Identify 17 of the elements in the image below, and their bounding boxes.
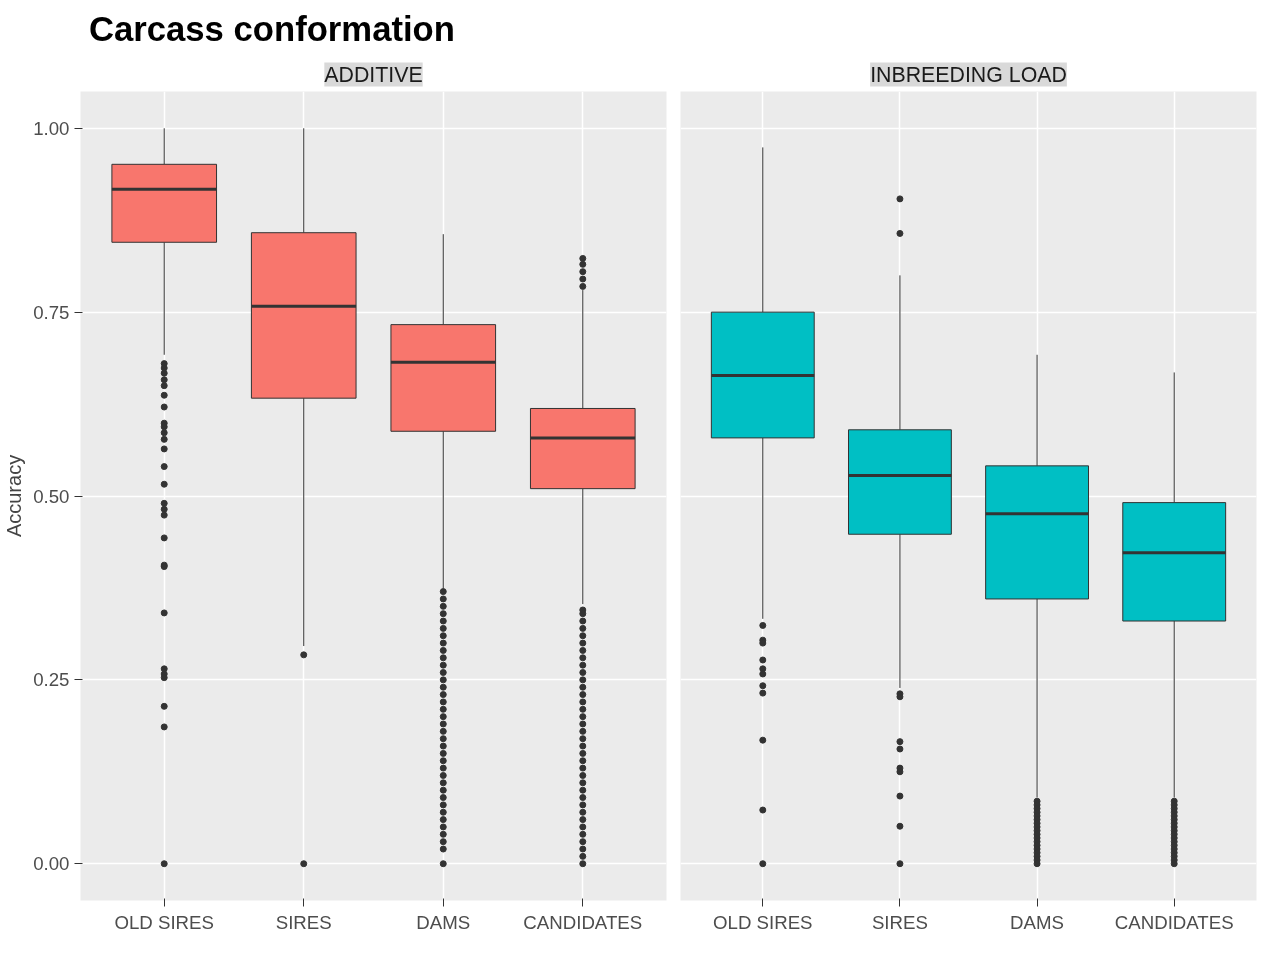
x-tick-label: OLD SIRES	[114, 911, 214, 933]
chart-subtitle: INBREEDING LOAD	[870, 62, 1067, 87]
x-tick-label: SIRES	[871, 911, 928, 933]
y-tick-label: 0.75	[33, 301, 70, 323]
chart-subtitle: ADDITIVE	[324, 62, 423, 87]
x-tick-label: DAMS	[1010, 911, 1065, 933]
y-tick-label: 0.00	[33, 853, 70, 875]
x-tick-label: DAMS	[416, 911, 471, 933]
y-tick-label: 0.25	[33, 669, 70, 691]
x-tick-label: OLD SIRES	[713, 911, 813, 933]
y-tick-label: 1.00	[33, 117, 70, 139]
y-axis-title: Accuracy	[3, 454, 26, 538]
y-tick-label: 0.50	[33, 485, 70, 507]
x-tick-label: CANDIDATES	[1114, 911, 1234, 933]
x-tick-label: CANDIDATES	[523, 911, 643, 933]
chart-title: Carcass conformation	[89, 9, 455, 50]
x-tick-label: SIRES	[275, 911, 332, 933]
